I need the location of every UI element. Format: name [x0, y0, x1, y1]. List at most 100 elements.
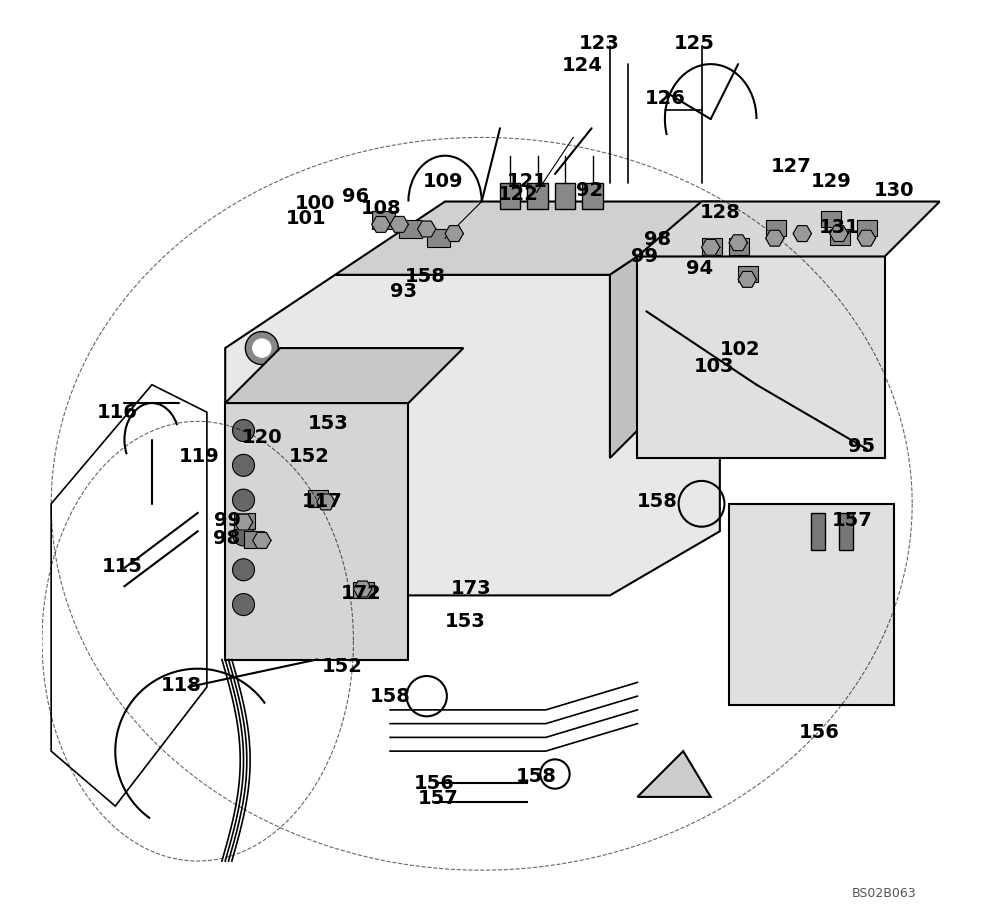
Polygon shape [857, 230, 876, 246]
Text: 158: 158 [404, 267, 445, 286]
Bar [857, 220, 877, 236]
Text: 119: 119 [179, 447, 220, 465]
Text: 96: 96 [342, 187, 369, 205]
Text: 99: 99 [631, 247, 658, 266]
Circle shape [253, 389, 271, 408]
Text: 93: 93 [390, 282, 417, 300]
Bar [729, 504, 894, 705]
Circle shape [233, 594, 255, 616]
Polygon shape [234, 514, 253, 530]
Bar [427, 229, 450, 247]
Text: 152: 152 [322, 658, 363, 676]
Text: 158: 158 [370, 687, 411, 705]
Text: 122: 122 [498, 185, 539, 203]
Polygon shape [766, 230, 784, 246]
Circle shape [253, 490, 271, 508]
Bar [821, 211, 841, 227]
Polygon shape [637, 202, 940, 256]
Polygon shape [372, 216, 390, 233]
Circle shape [253, 440, 271, 458]
Text: 172: 172 [340, 584, 381, 603]
Bar [234, 513, 255, 529]
Bar [839, 513, 853, 550]
Text: 173: 173 [450, 579, 491, 597]
Text: 99: 99 [214, 511, 241, 529]
Text: 102: 102 [720, 341, 760, 359]
Text: 120: 120 [242, 429, 282, 447]
Text: 103: 103 [694, 357, 735, 376]
Polygon shape [418, 221, 436, 237]
Polygon shape [225, 348, 463, 403]
Circle shape [233, 489, 255, 511]
Bar [811, 513, 825, 550]
Bar [372, 211, 395, 229]
Text: 115: 115 [102, 557, 143, 575]
Text: 117: 117 [302, 493, 343, 511]
Text: 123: 123 [579, 35, 619, 53]
Bar [527, 183, 548, 209]
Polygon shape [793, 225, 811, 242]
Text: 129: 129 [811, 172, 852, 191]
Bar [729, 238, 749, 255]
Text: 153: 153 [445, 612, 486, 630]
Circle shape [245, 332, 278, 365]
Text: 153: 153 [307, 414, 348, 432]
Bar [830, 229, 850, 245]
Text: 98: 98 [213, 529, 241, 548]
Polygon shape [702, 239, 720, 256]
Text: 156: 156 [414, 774, 454, 792]
Polygon shape [610, 202, 720, 458]
Polygon shape [729, 234, 747, 251]
Circle shape [245, 483, 278, 516]
Text: 158: 158 [516, 768, 557, 786]
Polygon shape [637, 256, 885, 458]
Polygon shape [335, 202, 720, 275]
Text: 157: 157 [417, 790, 458, 808]
Bar [244, 531, 264, 548]
Text: 156: 156 [798, 724, 839, 742]
Text: 118: 118 [161, 676, 202, 694]
Text: 125: 125 [674, 35, 715, 53]
Circle shape [245, 382, 278, 415]
Polygon shape [830, 225, 848, 242]
Polygon shape [225, 275, 720, 595]
Bar [353, 582, 374, 598]
Text: 94: 94 [686, 259, 713, 278]
Polygon shape [445, 225, 463, 242]
Bar [738, 266, 758, 282]
Text: 124: 124 [562, 57, 603, 75]
Polygon shape [353, 581, 372, 597]
Bar [308, 490, 328, 507]
Text: 131: 131 [819, 218, 859, 236]
Circle shape [233, 454, 255, 476]
Text: 152: 152 [289, 447, 330, 465]
Circle shape [245, 533, 278, 566]
Polygon shape [317, 494, 335, 510]
Circle shape [233, 524, 255, 546]
Polygon shape [738, 271, 756, 288]
Text: 127: 127 [771, 158, 812, 176]
Text: 158: 158 [637, 493, 678, 511]
Text: 92: 92 [576, 181, 603, 200]
Text: 116: 116 [97, 403, 138, 421]
Text: 108: 108 [361, 200, 401, 218]
Text: 98: 98 [644, 231, 671, 249]
Circle shape [253, 339, 271, 357]
Circle shape [233, 420, 255, 442]
Circle shape [233, 559, 255, 581]
Bar [702, 238, 722, 255]
Circle shape [245, 432, 278, 465]
Text: BS02B063: BS02B063 [852, 887, 917, 900]
Text: 128: 128 [699, 203, 740, 222]
Polygon shape [225, 403, 408, 660]
Bar [500, 183, 520, 209]
Circle shape [253, 540, 271, 559]
Text: 121: 121 [507, 172, 548, 191]
Bar [399, 220, 422, 238]
Text: 100: 100 [295, 194, 335, 213]
Text: 130: 130 [874, 181, 914, 200]
Polygon shape [253, 532, 271, 549]
Polygon shape [637, 751, 711, 797]
Text: 126: 126 [644, 90, 685, 108]
Text: 157: 157 [831, 511, 872, 529]
